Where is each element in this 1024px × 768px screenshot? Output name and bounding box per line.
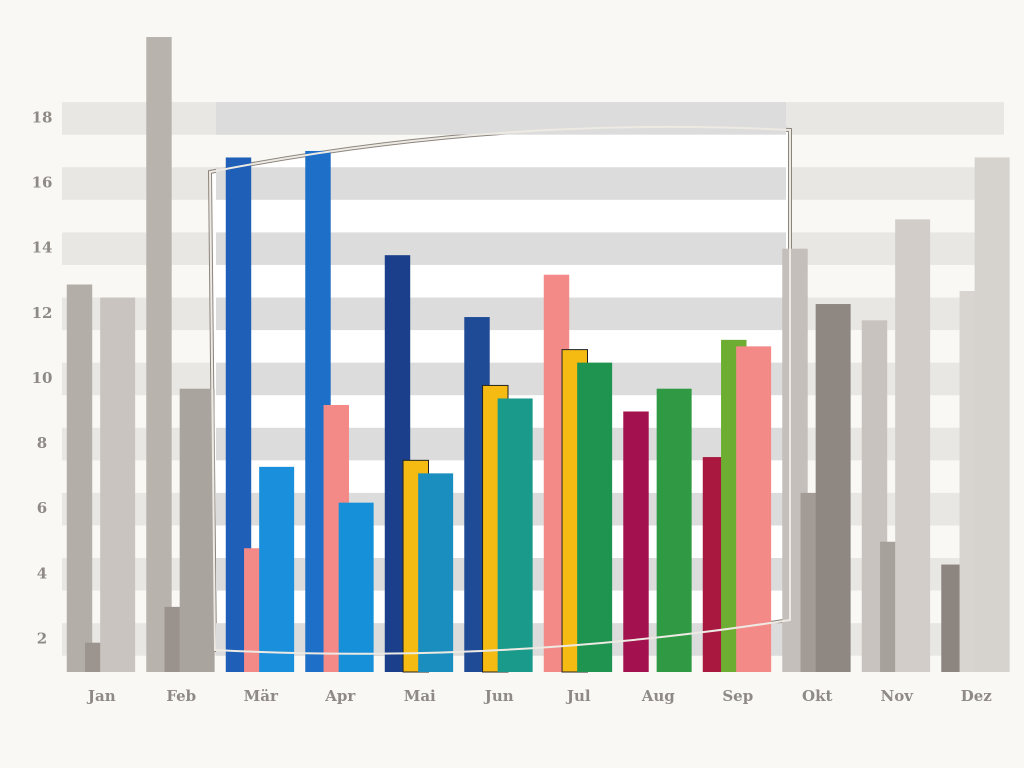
y-tick-label: 14 (32, 239, 53, 257)
x-tick-label: Jul (565, 687, 591, 705)
bar (497, 398, 533, 672)
frame-highlight (208, 125, 791, 655)
bar (736, 346, 772, 672)
x-tick-label: Mai (404, 687, 436, 705)
x-tick-label: Nov (881, 687, 915, 705)
y-tick-label: 18 (32, 108, 53, 126)
y-tick-label: 6 (37, 499, 47, 517)
x-tick-label: Jun (483, 687, 514, 705)
bar (418, 473, 454, 672)
x-tick-label: Jan (86, 687, 116, 705)
x-tick-label: Dez (961, 687, 993, 705)
bar (815, 304, 851, 672)
x-tick-label: Okt (802, 687, 832, 705)
grid-stripe-inner (216, 297, 786, 331)
bar (974, 157, 1010, 672)
x-tick-label: Apr (324, 687, 356, 705)
bar (895, 219, 931, 672)
x-tick-label: Feb (166, 687, 196, 705)
y-tick-label: 2 (37, 629, 47, 647)
y-tick-label: 16 (32, 174, 53, 192)
grid-stripe-inner (216, 232, 786, 265)
x-tick-label: Sep (722, 687, 753, 705)
bar (100, 297, 136, 672)
bar (623, 411, 649, 672)
y-tick-label: 12 (32, 304, 53, 322)
x-tick-label: Aug (641, 687, 676, 705)
bar (259, 466, 295, 672)
y-tick-label: 4 (37, 564, 47, 582)
x-tick-label: Mär (244, 687, 279, 705)
grid-stripe-inner (216, 167, 786, 200)
bar (338, 502, 374, 672)
grid-stripe-inner (216, 102, 786, 135)
y-tick-label: 10 (32, 369, 53, 387)
y-tick-label: 8 (37, 434, 47, 452)
bar (179, 388, 215, 672)
bar (146, 37, 172, 672)
bar (577, 362, 613, 672)
bar (66, 284, 93, 672)
bar (656, 388, 692, 672)
